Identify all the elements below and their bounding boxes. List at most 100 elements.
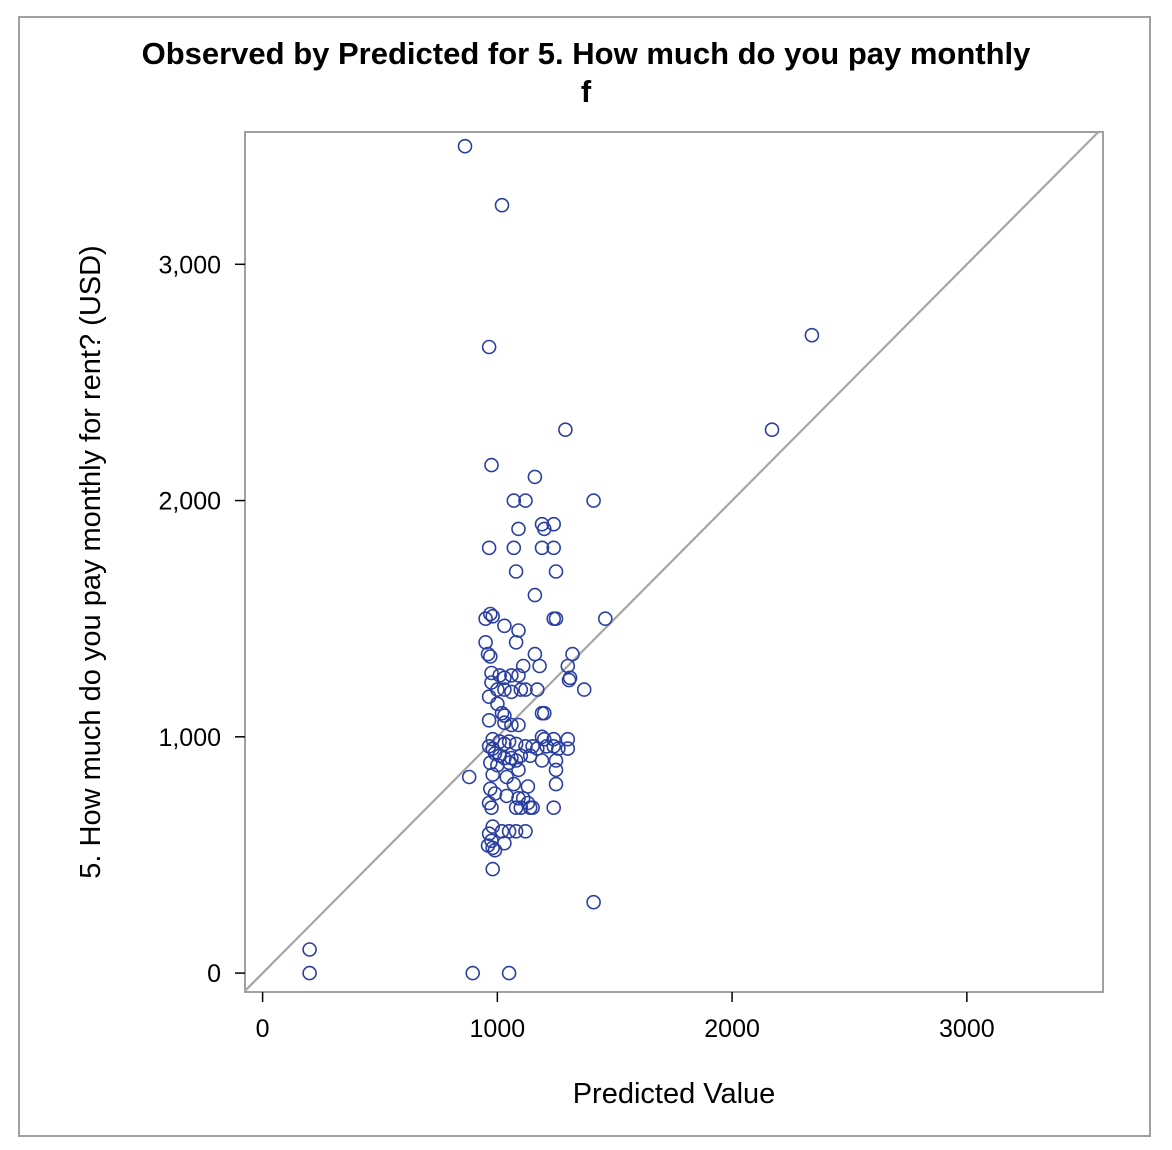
- data-point: [497, 618, 512, 634]
- data-point: [478, 634, 493, 650]
- data-points: [302, 138, 820, 981]
- data-point: [501, 965, 517, 981]
- data-point: [548, 776, 564, 792]
- data-point: [497, 715, 512, 731]
- data-point: [532, 658, 547, 674]
- data-point: [536, 705, 552, 721]
- y-tick-label: 2,000: [158, 488, 221, 516]
- data-point: [484, 800, 499, 816]
- data-point: [529, 741, 545, 756]
- data-point: [546, 800, 562, 816]
- data-point: [518, 823, 533, 839]
- chart-frame: [18, 16, 1151, 1137]
- data-point: [511, 790, 526, 806]
- data-point: [534, 540, 550, 556]
- data-point: [527, 587, 543, 603]
- data-point: [504, 717, 519, 733]
- data-point: [804, 327, 820, 343]
- data-point: [597, 611, 613, 627]
- data-point: [508, 753, 524, 768]
- data-point: [565, 646, 580, 662]
- data-point: [490, 682, 505, 697]
- data-point: [527, 469, 543, 485]
- data-point: [548, 762, 564, 778]
- data-point: [497, 708, 512, 723]
- data-point: [302, 942, 317, 957]
- data-point: [546, 540, 562, 556]
- data-point: [525, 800, 540, 816]
- data-point: [511, 762, 526, 778]
- data-point: [302, 965, 317, 981]
- data-point: [485, 861, 501, 877]
- data-point: [515, 658, 531, 674]
- data-point: [487, 842, 503, 858]
- data-point: [518, 493, 533, 508]
- x-tick-label: 3000: [939, 1015, 995, 1043]
- data-point: [560, 741, 576, 756]
- data-point: [501, 755, 517, 771]
- y-tick-label: 3,000: [158, 251, 221, 279]
- data-point: [481, 339, 497, 355]
- data-point: [490, 696, 505, 712]
- data-point: [482, 649, 498, 664]
- data-point: [481, 826, 497, 842]
- data-point: [508, 564, 524, 579]
- data-point: [485, 840, 501, 856]
- data-point: [513, 682, 529, 697]
- data-point: [511, 717, 526, 733]
- data-point: [504, 684, 519, 700]
- data-point: [506, 493, 522, 508]
- data-point: [504, 668, 519, 683]
- data-point: [558, 422, 573, 438]
- data-point: [478, 611, 493, 627]
- data-point: [548, 753, 564, 768]
- data-point: [506, 540, 522, 556]
- data-point: [485, 608, 501, 624]
- data-point: [484, 457, 499, 473]
- data-point: [576, 682, 592, 697]
- data-point: [518, 682, 533, 697]
- data-point: [481, 712, 497, 728]
- data-point: [511, 623, 526, 638]
- data-point: [586, 894, 601, 910]
- x-axis-label: Predicted Value: [573, 1078, 776, 1110]
- data-point: [536, 521, 552, 537]
- data-point: [513, 800, 529, 816]
- y-tick-label: 0: [207, 960, 221, 988]
- y-tick-label: 1,000: [158, 724, 221, 752]
- data-point: [536, 731, 552, 747]
- data-point: [548, 611, 564, 627]
- data-point: [481, 689, 497, 705]
- data-point: [586, 493, 601, 508]
- data-point: [534, 753, 550, 768]
- data-point: [560, 731, 576, 747]
- data-point: [457, 138, 473, 154]
- data-point: [484, 665, 499, 681]
- data-point: [497, 682, 512, 697]
- data-point: [506, 776, 522, 792]
- data-point: [494, 705, 510, 721]
- data-point: [548, 564, 564, 579]
- data-point: [546, 516, 562, 532]
- data-point: [481, 540, 497, 556]
- chart-title: Observed by Predicted for 5. How much do…: [141, 36, 1031, 71]
- data-point: [497, 670, 512, 686]
- data-point: [515, 790, 531, 806]
- data-point: [499, 788, 515, 804]
- y-axis-label: 5. How much do you pay monthly for rent?…: [75, 245, 107, 878]
- data-point: [508, 800, 524, 816]
- data-point: [527, 646, 543, 662]
- data-point: [485, 819, 501, 834]
- data-point: [482, 781, 498, 797]
- data-point: [465, 965, 481, 981]
- x-tick-label: 1000: [470, 1015, 526, 1043]
- data-point: [480, 646, 496, 662]
- x-tick-label: 0: [256, 1015, 270, 1043]
- data-point: [461, 769, 477, 785]
- data-point: [511, 668, 526, 683]
- data-point: [501, 734, 517, 749]
- data-point: [499, 769, 515, 785]
- data-point: [513, 748, 529, 764]
- data-point: [529, 682, 545, 697]
